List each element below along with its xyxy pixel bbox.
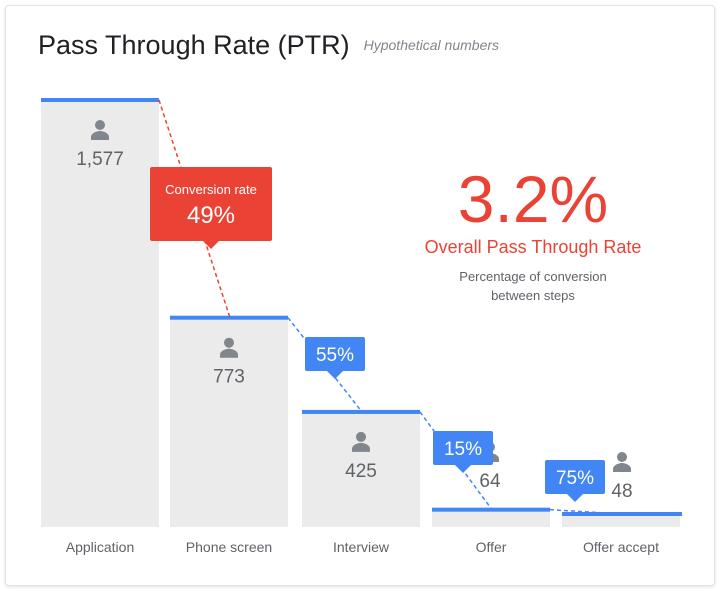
overall-ptr-label: Overall Pass Through Rate bbox=[425, 237, 642, 257]
category-label-4: Offer accept bbox=[583, 539, 659, 555]
title-row: Pass Through Rate (PTR) Hypothetical numb… bbox=[38, 30, 499, 61]
value-label-0: 1,577 bbox=[76, 149, 124, 170]
person-icon-head bbox=[356, 431, 366, 442]
funnel-bar-3 bbox=[432, 509, 550, 527]
value-label-4: 48 bbox=[611, 481, 632, 502]
person-icon bbox=[352, 431, 370, 452]
conversion-badge-box-0 bbox=[150, 167, 272, 241]
conversion-badge-1: 55% bbox=[305, 337, 365, 379]
conversion-badge-box-3 bbox=[545, 460, 605, 494]
conversion-badge-box-1 bbox=[305, 337, 365, 371]
conversion-badge-2: 15% bbox=[433, 431, 493, 473]
overall-ptr-value: 3.2% bbox=[458, 162, 608, 236]
conversion-badge-pointer-1 bbox=[327, 371, 343, 379]
value-label-2: 425 bbox=[345, 461, 377, 482]
person-icon-head bbox=[95, 120, 105, 130]
person-icon bbox=[91, 120, 109, 140]
value-label-3: 64 bbox=[479, 471, 501, 492]
conversion-badge-pointer-2 bbox=[455, 465, 471, 473]
connector-line-3 bbox=[549, 508, 623, 515]
conversion-badge-value-0: 49% bbox=[187, 202, 235, 229]
category-label-2: Interview bbox=[333, 539, 390, 555]
funnel-bar-top-3 bbox=[432, 507, 550, 512]
connector-line-2 bbox=[419, 411, 493, 511]
category-label-1: Phone screen bbox=[186, 539, 272, 555]
conversion-badge-box-2 bbox=[433, 431, 493, 465]
chart-title: Pass Through Rate (PTR) bbox=[38, 30, 350, 60]
funnel-bar-top-2 bbox=[302, 409, 420, 414]
category-label-0: Application bbox=[66, 539, 135, 555]
category-label-3: Offer bbox=[476, 539, 507, 555]
funnel-bar-4 bbox=[562, 514, 680, 527]
funnel-bar-top-1 bbox=[170, 315, 288, 320]
chart-subtitle: Hypothetical numbers bbox=[363, 37, 500, 53]
funnel-bar-0 bbox=[41, 100, 159, 527]
value-label-1: 773 bbox=[213, 367, 245, 388]
person-icon-head bbox=[224, 337, 234, 348]
person-icon-body bbox=[352, 442, 370, 452]
person-icon-body bbox=[220, 348, 238, 358]
conversion-badge-0: Conversion rate 49% bbox=[150, 167, 272, 249]
conversion-badge-pointer-0 bbox=[203, 241, 219, 249]
conversion-badge-value-2: 15% bbox=[444, 439, 482, 460]
funnel-bar-2 bbox=[302, 411, 420, 527]
overall-ptr-description-1: Percentage of conversion bbox=[459, 269, 606, 284]
overall-ptr-description-2: between steps bbox=[491, 288, 575, 303]
person-icon bbox=[613, 452, 631, 472]
conversion-badge-3: 75% bbox=[545, 460, 605, 502]
funnel-bar-top-0 bbox=[41, 98, 159, 102]
conversion-badge-label-0: Conversion rate bbox=[165, 182, 257, 197]
conversion-badge-pointer-3 bbox=[567, 494, 583, 502]
conversion-badge-value-1: 55% bbox=[316, 345, 354, 366]
person-icon-body bbox=[91, 131, 109, 140]
person-icon-head bbox=[617, 452, 627, 462]
person-icon-body bbox=[613, 463, 631, 472]
person-icon bbox=[220, 337, 238, 358]
conversion-badge-value-3: 75% bbox=[556, 468, 594, 489]
